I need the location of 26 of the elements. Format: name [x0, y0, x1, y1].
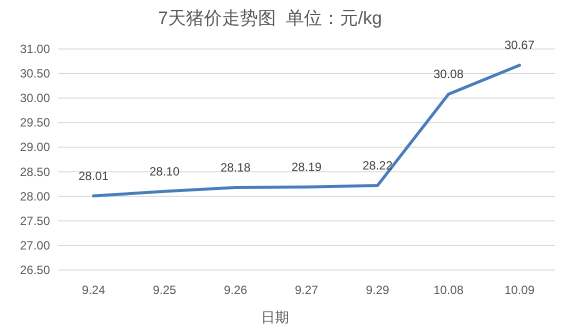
text: 30.08 — [433, 67, 464, 82]
x-tick-label: 9.27 — [294, 283, 318, 297]
x-tick-label: 9.26 — [224, 283, 248, 297]
x-tick-label: 9.29 — [366, 283, 390, 297]
x-axis-title: 日期 — [261, 309, 289, 325]
y-tick-label: 29.00 — [20, 140, 50, 154]
x-tick-label: 10.09 — [504, 283, 535, 297]
y-tick-label: 31.00 — [20, 42, 50, 56]
y-tick-label: 30.50 — [20, 66, 50, 81]
text: 28.18 — [220, 160, 251, 174]
y-tick-label: 28.00 — [20, 189, 50, 204]
y-tick-label: 29.50 — [20, 116, 50, 130]
y-tick-label: 26.50 — [20, 263, 50, 277]
y-tick-label: 27.00 — [20, 238, 50, 252]
x-tick-label: 10.08 — [433, 283, 464, 297]
text: 28.01 — [78, 168, 109, 183]
y-tick-label: 30.00 — [20, 91, 50, 106]
x-tick-label: 9.25 — [152, 283, 176, 297]
chart-title: 7天猪价走势图 单位：元/kg — [158, 8, 382, 28]
text: 28.19 — [291, 160, 322, 174]
x-tick-label: 9.24 — [82, 283, 106, 297]
text: 28.10 — [149, 164, 180, 178]
text: 30.67 — [504, 38, 535, 52]
text: 28.22 — [362, 158, 393, 173]
y-tick-label: 27.50 — [20, 214, 50, 228]
y-tick-label: 28.50 — [20, 164, 50, 179]
